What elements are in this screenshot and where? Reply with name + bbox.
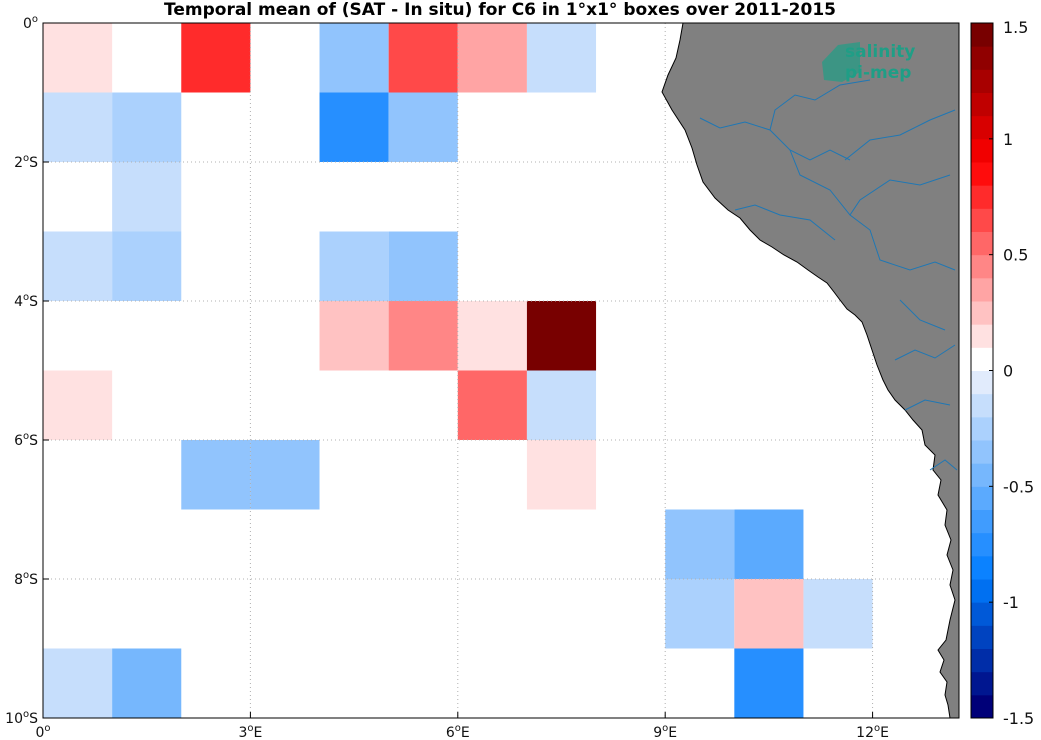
colorbar-bin	[971, 370, 993, 395]
heatmap-cell	[43, 648, 113, 718]
colorbar-tick-label: 0.5	[1003, 246, 1028, 265]
heatmap-cell	[665, 509, 735, 579]
colorbar-bin	[971, 324, 993, 348]
heatmap-cell	[250, 440, 320, 510]
heatmap-cells	[43, 23, 873, 718]
colorbar: 1.5 1 0.5 0 -0.5 -1 -1.5	[970, 18, 1034, 728]
colorbar-bin	[971, 463, 993, 487]
colorbar-tick-label: 1	[1003, 130, 1013, 149]
colorbar-bin	[971, 115, 993, 140]
heatmap-cell	[388, 23, 458, 93]
y-tick-label: 10oS	[5, 709, 38, 727]
colorbar-tick-label: -1.5	[1003, 709, 1034, 728]
heatmap-cell	[319, 23, 389, 93]
colorbar-tick-label: 1.5	[1003, 18, 1028, 37]
heatmap-cell	[388, 92, 458, 162]
colorbar-bin	[971, 301, 993, 325]
colorbar-bin	[971, 162, 993, 186]
heatmap-cell	[43, 92, 113, 162]
heatmap-cell	[457, 370, 527, 440]
rivers	[699, 79, 958, 471]
logo-text-line1: salinity	[845, 42, 915, 62]
colorbar-bin	[971, 46, 993, 70]
map-title: Temporal mean of (SAT - In situ) for C6 …	[164, 0, 836, 20]
colorbar-tick-label: 0	[1003, 362, 1013, 381]
x-tick-label: 3oE	[238, 723, 262, 740]
x-tick-label: 6oE	[446, 723, 470, 740]
map-frame	[42, 22, 960, 719]
y-tick-label: 6oS	[14, 431, 38, 449]
heatmap-cell	[112, 92, 182, 162]
colorbar-bin	[971, 92, 993, 117]
colorbar-bin	[971, 208, 993, 232]
colorbar-bin	[971, 440, 993, 464]
heatmap-cell	[457, 23, 527, 93]
heatmap-cell	[112, 648, 182, 718]
colorbar-tick-label: -0.5	[1003, 477, 1034, 496]
land-mass	[661, 23, 959, 718]
colorbar-bin	[971, 185, 993, 209]
y-axis-ticks: 0o 2oS 4oS 6oS 8oS 10oS	[5, 14, 49, 727]
x-tick-label: 12oE	[856, 723, 889, 740]
heatmap-cell	[526, 301, 597, 371]
salinity-pi-mep-logo: salinity pi-mep	[822, 42, 915, 83]
colorbar-bin	[971, 416, 993, 441]
heatmap-cell	[43, 231, 113, 301]
heatmap-cell	[319, 231, 389, 301]
heatmap-cell	[319, 301, 389, 371]
colorbar-bin	[971, 671, 993, 696]
colorbar-bin	[971, 138, 993, 163]
heatmap-cell	[734, 509, 804, 579]
heatmap-cell	[112, 162, 182, 232]
colorbar-bin	[971, 277, 993, 302]
land-shape	[661, 23, 959, 718]
x-tick-label: 9oE	[653, 723, 677, 740]
colorbar-bin	[971, 532, 993, 557]
colorbar-bin	[971, 486, 993, 510]
heatmap-cell	[181, 440, 251, 510]
logo-text-line2: pi-mep	[845, 63, 911, 83]
colorbar-bin	[971, 579, 993, 603]
heatmap-cell	[526, 440, 597, 510]
y-tick-label: 4oS	[14, 292, 38, 310]
colorbar-bin	[971, 648, 993, 673]
colorbar-bin	[971, 625, 993, 649]
heatmap-cell	[319, 92, 389, 162]
x-axis-ticks: 0o 3oE 6oE 9oE 12oE	[35, 712, 889, 740]
colorbar-bin	[971, 555, 993, 580]
colorbar-bin	[971, 694, 993, 719]
heatmap-cell	[388, 231, 458, 301]
heatmap-cell	[526, 23, 597, 93]
heatmap-cell	[734, 579, 804, 649]
colorbar-bin	[971, 602, 993, 626]
colorbar-bin	[971, 347, 993, 371]
heatmap-cell	[734, 648, 804, 718]
heatmap-cell	[803, 579, 873, 649]
colorbar-bin	[971, 231, 993, 256]
y-tick-label: 0o	[23, 14, 38, 32]
colorbar-bin	[971, 69, 993, 93]
heatmap-cell	[526, 370, 597, 440]
heatmap-cell	[181, 23, 251, 93]
gridlines	[43, 23, 959, 718]
heatmap-cell	[43, 23, 113, 93]
heatmap-cell	[665, 579, 735, 649]
heatmap-cell	[457, 301, 527, 371]
x-tick-label: 0o	[35, 723, 50, 740]
heatmap-cell	[43, 370, 113, 440]
y-tick-label: 2oS	[14, 153, 38, 171]
colorbar-bin	[971, 393, 993, 418]
heatmap-cell	[388, 301, 458, 371]
colorbar-bin	[971, 254, 993, 279]
y-tick-label: 8oS	[14, 570, 38, 588]
colorbar-bin	[971, 509, 993, 534]
heatmap-cell	[112, 231, 182, 301]
colorbar-bin	[971, 23, 993, 47]
colorbar-tick-label: -1	[1003, 593, 1019, 612]
